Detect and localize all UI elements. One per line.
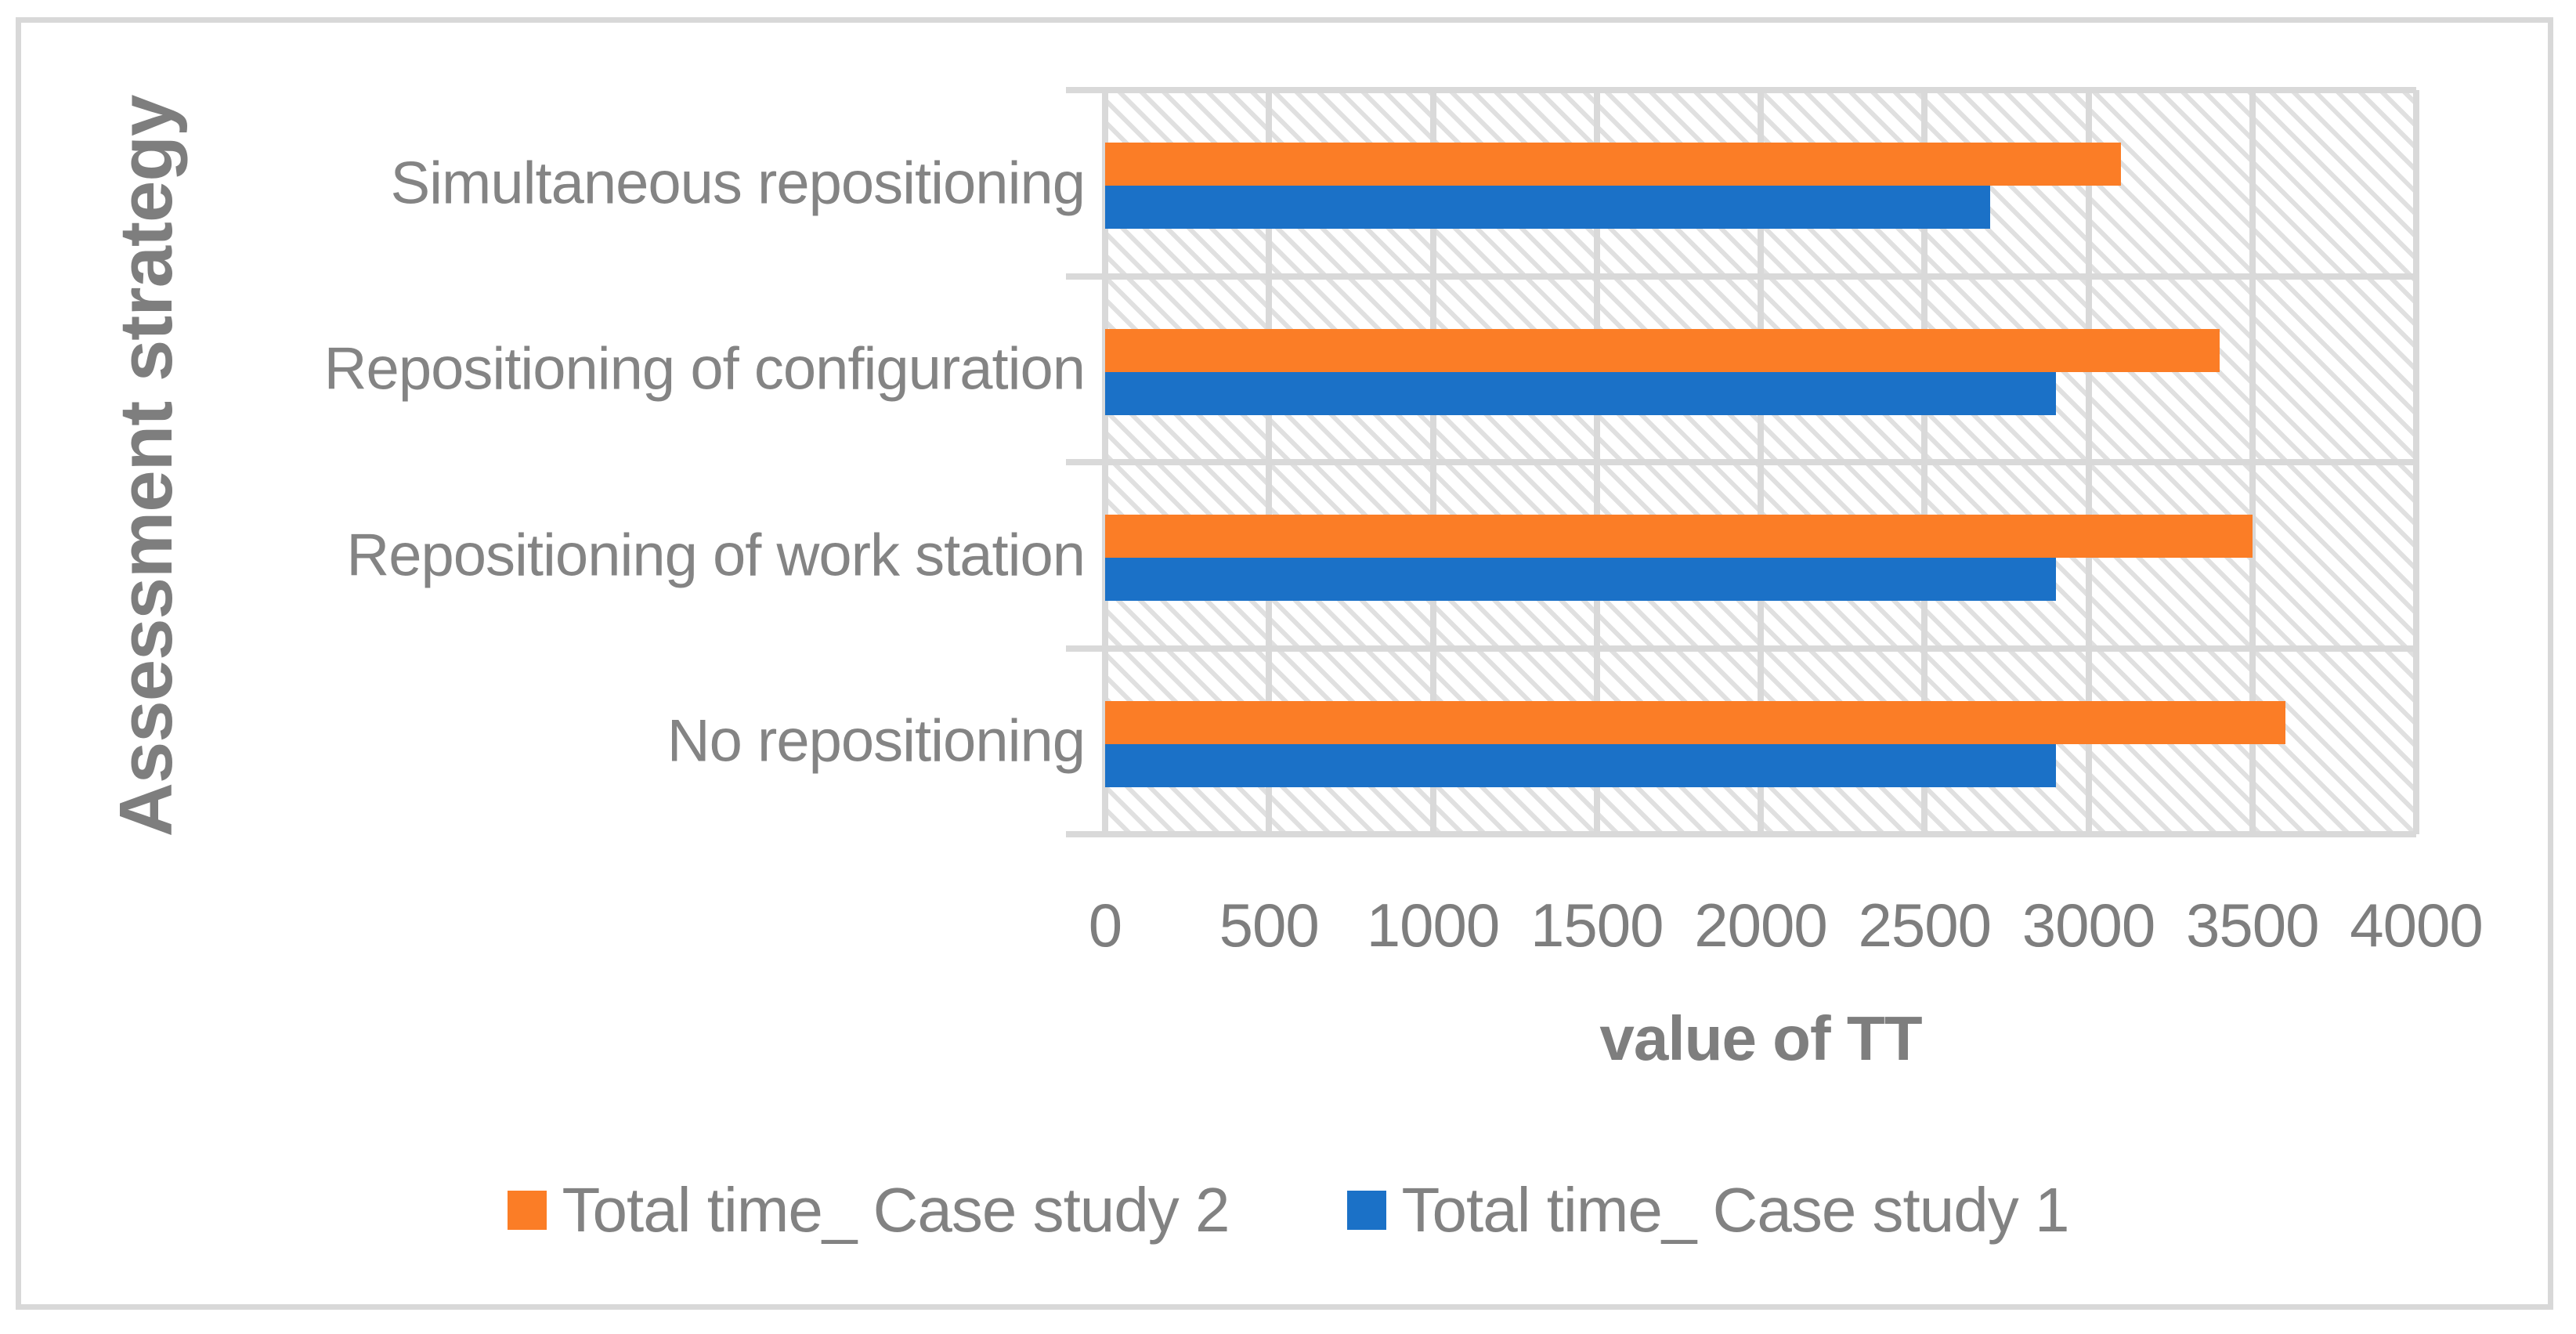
gridlines-layer [1066, 87, 2419, 837]
y-axis-title: Assessment strategy [104, 95, 188, 837]
legend-label: Total time_ Case study 1 [1401, 1175, 2070, 1245]
bar [1105, 558, 2056, 601]
category-labels: Simultaneous repositioning Repositioning … [180, 90, 1086, 834]
x-tick-label: 500 [1219, 891, 1320, 960]
x-tick-label: 3500 [2185, 891, 2320, 960]
legend: Total time_ Case study 2 Total time_ Case… [0, 1171, 2576, 1249]
horizontal-gridline [1066, 459, 2416, 465]
horizontal-gridline [1066, 645, 2416, 652]
legend-item: Total time_ Case study 1 [1346, 1171, 2070, 1249]
bar [1105, 328, 2220, 372]
bars-layer [1105, 90, 2416, 834]
plot-area [1066, 87, 2419, 837]
legend-item: Total time_ Case study 2 [507, 1171, 1230, 1249]
category-label: Simultaneous repositioning [390, 150, 1086, 217]
legend-label: Total time_ Case study 2 [562, 1175, 1230, 1245]
x-tick-label: 4000 [2350, 891, 2484, 960]
category-label: Repositioning of work station [346, 522, 1086, 589]
x-tick-label: 0 [1088, 891, 1122, 960]
bar [1105, 700, 2285, 744]
x-axis-title: value of TT [1599, 1003, 1922, 1073]
bar [1105, 143, 2122, 186]
bar [1105, 743, 2056, 787]
legend-swatch [1346, 1191, 1386, 1230]
bar [1105, 515, 2253, 558]
x-axis-tick-labels: 0 500 1000 1500 2000 2500 3000 3500 4000 [0, 891, 2576, 962]
category-label: No repositioning [667, 707, 1086, 775]
bar [1105, 371, 2056, 415]
x-tick-label: 1000 [1366, 891, 1501, 960]
x-tick-label: 2500 [1858, 891, 1992, 960]
bar [1105, 186, 1990, 229]
figure-border [16, 17, 2553, 1310]
horizontal-gridline [1066, 273, 2416, 280]
x-tick-label: 1500 [1530, 891, 1664, 960]
category-label: Repositioning of configuration [323, 335, 1086, 403]
x-tick-label: 3000 [2021, 891, 2156, 960]
horizontal-gridline [1066, 831, 2416, 837]
x-tick-label: 2000 [1694, 891, 1828, 960]
legend-swatch [507, 1191, 547, 1230]
horizontal-gridline [1066, 87, 2416, 93]
vertical-gridline [2413, 90, 2419, 834]
